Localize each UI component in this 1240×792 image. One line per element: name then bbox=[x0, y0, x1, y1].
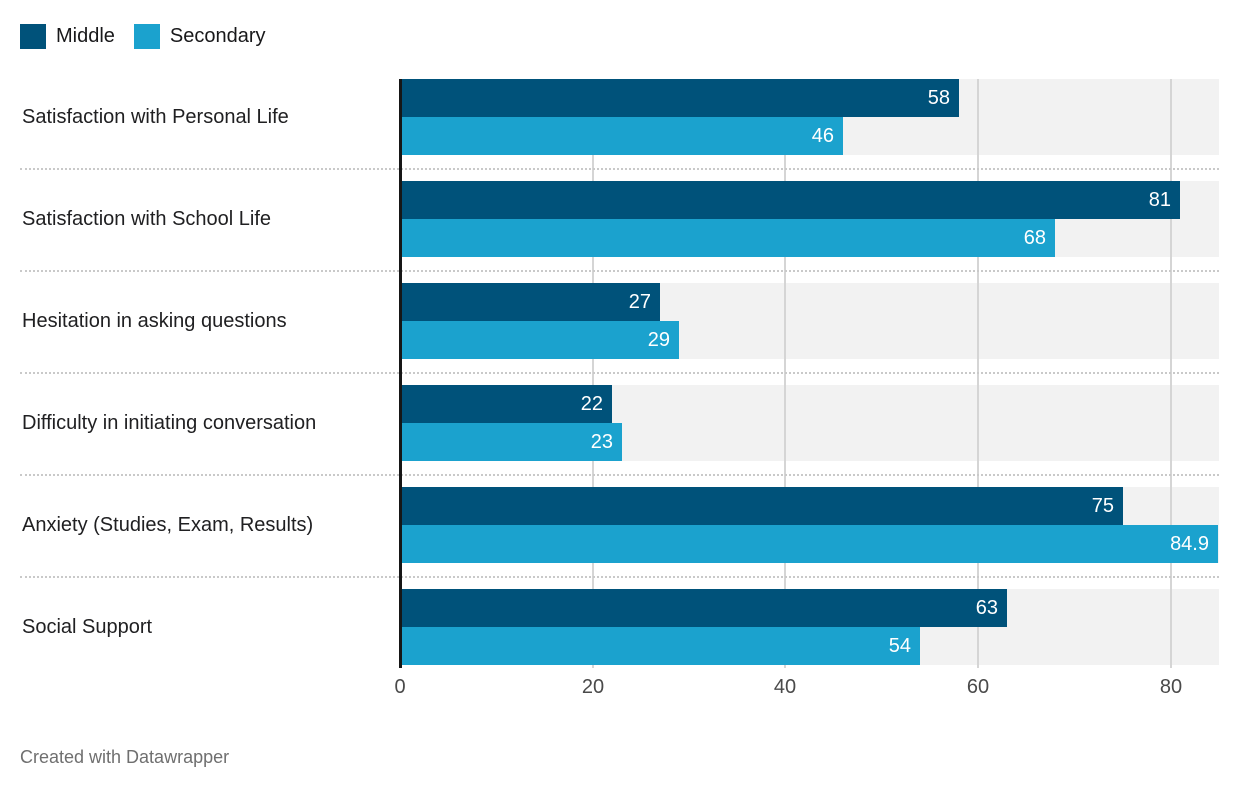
x-tick-label: 80 bbox=[1159, 676, 1183, 698]
row-separator bbox=[20, 372, 1219, 374]
bar-value-label: 84.9 bbox=[1170, 532, 1209, 555]
bar-middle: 27 bbox=[400, 283, 660, 321]
bar-secondary: 84.9 bbox=[400, 525, 1218, 563]
legend-label-secondary: Secondary bbox=[169, 25, 266, 47]
bar-middle: 58 bbox=[400, 79, 959, 117]
bar-value-label: 63 bbox=[975, 596, 998, 619]
bar-value-label: 68 bbox=[1023, 226, 1046, 249]
row-separator bbox=[20, 270, 1219, 272]
bar-value-label: 29 bbox=[647, 328, 670, 351]
bar-middle: 75 bbox=[400, 487, 1123, 525]
bar-middle: 22 bbox=[400, 385, 612, 423]
bar-secondary: 68 bbox=[400, 219, 1055, 257]
bar-value-label: 58 bbox=[927, 86, 950, 109]
legend-swatch-middle bbox=[20, 24, 46, 49]
bar-secondary: 29 bbox=[400, 321, 679, 359]
x-tick-label: 40 bbox=[773, 676, 797, 698]
x-tick-label: 60 bbox=[966, 676, 990, 698]
bar-value-label: 75 bbox=[1091, 494, 1114, 517]
legend-swatch-secondary bbox=[133, 24, 160, 49]
x-tick-label: 0 bbox=[394, 676, 406, 698]
legend-item-secondary: Secondary bbox=[133, 24, 266, 49]
x-tick-label: 20 bbox=[581, 676, 605, 698]
bar-secondary: 23 bbox=[400, 423, 622, 461]
bar-value-label: 81 bbox=[1148, 188, 1171, 211]
bar-value-label: 22 bbox=[580, 392, 603, 415]
category-label: Hesitation in asking questions bbox=[22, 309, 287, 332]
bar-value-label: 54 bbox=[888, 634, 911, 657]
attribution: Created with Datawrapper bbox=[20, 747, 230, 767]
row-separator bbox=[20, 474, 1219, 476]
bar-value-label: 27 bbox=[628, 290, 651, 313]
category-label: Anxiety (Studies, Exam, Results) bbox=[22, 513, 314, 536]
bar-secondary: 54 bbox=[400, 627, 920, 665]
legend: Middle Secondary bbox=[20, 24, 266, 49]
row-separator bbox=[20, 576, 1219, 578]
category-label: Satisfaction with School Life bbox=[22, 207, 272, 230]
zero-axis-line bbox=[399, 79, 402, 668]
bar-secondary: 46 bbox=[400, 117, 843, 155]
bar-value-label: 46 bbox=[811, 124, 834, 147]
category-label: Social Support bbox=[22, 615, 153, 638]
row-separator bbox=[20, 168, 1219, 170]
category-label: Satisfaction with Personal Life bbox=[22, 105, 289, 128]
legend-label-middle: Middle bbox=[56, 25, 115, 47]
category-label: Difficulty in initiating conversation bbox=[22, 411, 317, 434]
legend-item-middle: Middle bbox=[20, 24, 115, 49]
bar-value-label: 23 bbox=[590, 430, 613, 453]
bar-middle: 81 bbox=[400, 181, 1180, 219]
bar-middle: 63 bbox=[400, 589, 1007, 627]
